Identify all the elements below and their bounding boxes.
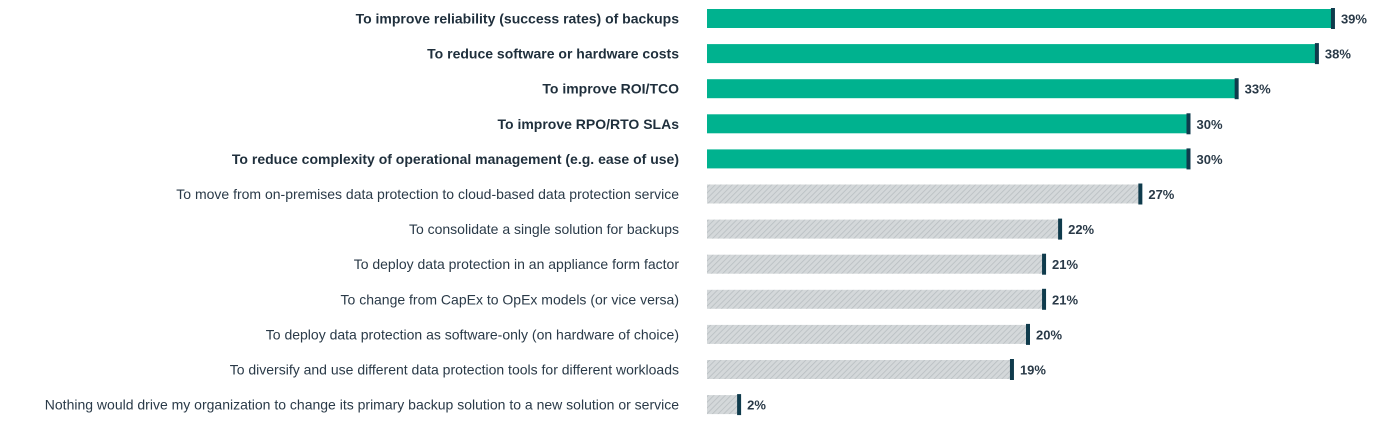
bar-row: To diversify and use different data prot… [230,359,1046,380]
category-label: To improve RPO/RTO SLAs [497,116,679,132]
bar-end-marker [1186,113,1191,135]
value-label: 19% [1020,363,1046,378]
bar-end-marker [1058,218,1063,240]
value-label: 30% [1197,117,1223,132]
value-label: 33% [1245,82,1271,97]
bar-end-marker [1186,148,1191,170]
bar [707,149,1189,169]
bar [707,219,1061,239]
bar-end-marker [737,394,742,416]
value-label: 20% [1036,327,1062,342]
category-label: To move from on-premises data protection… [176,186,679,202]
bar-end-marker [1009,359,1014,380]
bar-row: To consolidate a single solution for bac… [409,218,1095,240]
value-label: 21% [1052,257,1078,272]
bar-row: To improve ROI/TCO 33% [542,78,1271,100]
bar [707,114,1189,134]
category-label: To deploy data protection in an applianc… [354,256,680,272]
bar-end-marker [1042,288,1047,310]
category-label: To reduce software or hardware costs [427,46,679,62]
value-label: 2% [747,398,766,413]
bar-row: To move from on-premises data protection… [176,183,1175,205]
bar [707,44,1317,64]
value-label: 22% [1068,222,1094,237]
bar-end-marker [1026,323,1030,345]
category-label: To change from CapEx to OpEx models (or … [341,291,679,307]
category-label: To diversify and use different data prot… [230,362,679,378]
bar-row: To deploy data protection in an applianc… [354,253,1079,275]
bars-group: To improve reliability (success rates) o… [45,8,1367,416]
category-label: To improve reliability (success rates) o… [356,11,680,27]
bar [707,184,1141,204]
bar-row: To reduce software or hardware costs 38% [427,43,1351,65]
value-label: 30% [1197,152,1223,167]
bar [707,79,1237,99]
category-label: To reduce complexity of operational mana… [232,151,679,167]
bar [707,9,1333,28]
bar [707,360,1012,379]
category-label: To deploy data protection as software-on… [266,326,679,342]
bar-row: To deploy data protection as software-on… [266,323,1062,345]
value-label: 27% [1148,187,1174,202]
bar-end-marker [1330,8,1335,29]
bar-end-marker [1314,43,1319,65]
bar-end-marker [1042,253,1047,275]
bar-row: To reduce complexity of operational mana… [232,148,1223,170]
bar [707,395,740,415]
value-label: 21% [1052,292,1078,307]
category-label: To improve ROI/TCO [542,81,679,97]
bar-row: Nothing would drive my organization to c… [45,394,766,416]
bar-row: To improve reliability (success rates) o… [356,8,1367,29]
bar-end-marker [1138,183,1143,205]
category-label: To consolidate a single solution for bac… [409,221,679,237]
bar [707,254,1045,274]
bar-end-marker [1234,78,1239,100]
bar-row: To improve RPO/RTO SLAs 30% [497,113,1223,135]
bar [707,324,1028,344]
value-label: 39% [1341,12,1367,27]
value-label: 38% [1325,47,1351,62]
bar [707,289,1045,309]
bar-row: To change from CapEx to OpEx models (or … [341,288,1079,310]
category-label: Nothing would drive my organization to c… [45,397,679,413]
